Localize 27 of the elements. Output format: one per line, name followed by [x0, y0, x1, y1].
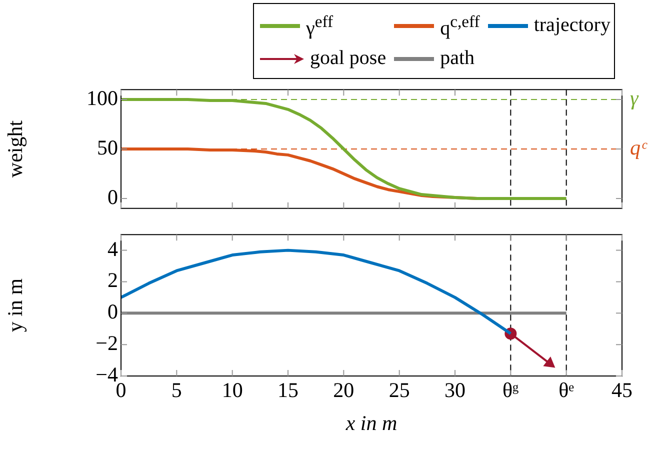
- y-tick-label: 100: [86, 86, 118, 110]
- y-tick-label: 4: [108, 237, 118, 262]
- x-tick-label: θᵉ: [558, 378, 575, 403]
- ref-line-label: qᶜ: [630, 136, 648, 160]
- y-tick-label: 50: [97, 136, 118, 160]
- y-tick-label: −2: [96, 331, 118, 356]
- y-axis-title: y in m: [3, 278, 28, 333]
- legend-label: trajectory: [534, 14, 610, 38]
- x-tick-label: 45: [612, 378, 632, 403]
- legend-label: path: [440, 47, 475, 70]
- x-tick-label: 5: [171, 378, 182, 403]
- legend-label: goal pose: [310, 47, 386, 70]
- y-tick-label: 0: [108, 300, 118, 324]
- x-tick-label: θᵍ: [502, 378, 519, 403]
- legend-label: q$^{c,eff}$: [440, 12, 480, 40]
- y-tick-label: 0: [108, 185, 118, 210]
- x-tick-label: 30: [444, 378, 466, 403]
- y-axis-title: weight: [3, 120, 28, 178]
- x-tick-label: 25: [388, 378, 410, 403]
- legend-label: γ$^{eff}$: [306, 12, 334, 40]
- y-tick-label: −4: [96, 362, 118, 387]
- x-axis-title: x in m: [344, 411, 398, 436]
- y-tick-label: 2: [108, 268, 118, 293]
- x-tick-label: 20: [333, 378, 354, 403]
- x-tick-label: 10: [222, 378, 243, 403]
- x-tick-label: 15: [278, 378, 298, 403]
- ref-line-label: γ: [630, 86, 639, 110]
